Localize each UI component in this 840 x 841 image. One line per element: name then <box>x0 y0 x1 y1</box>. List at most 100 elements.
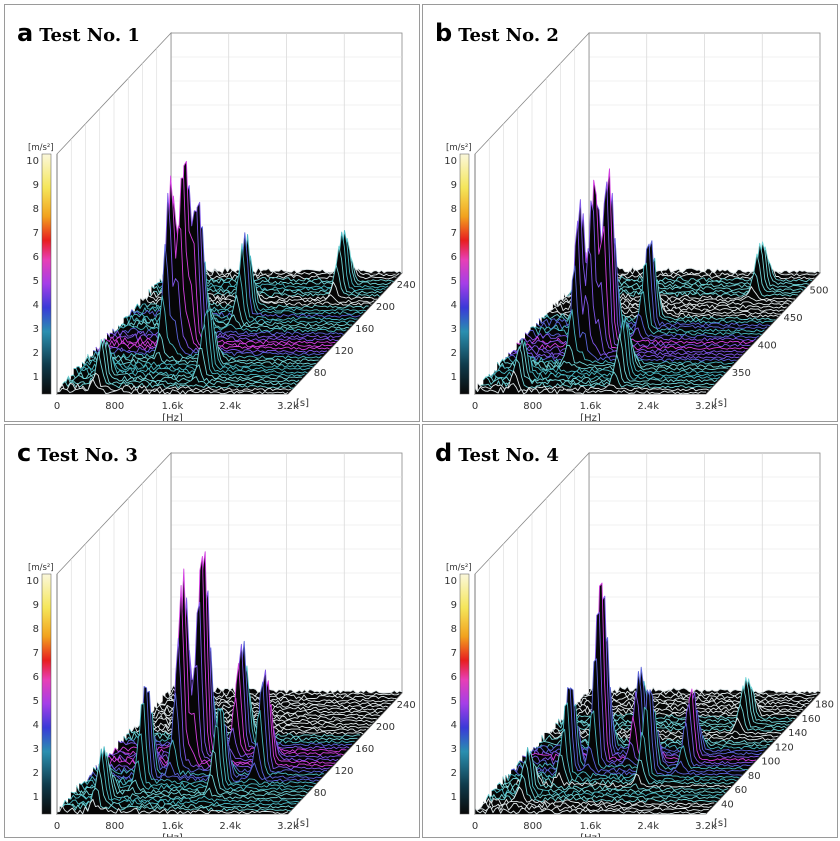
x-tick-label: 0 <box>54 401 60 412</box>
t-tick-label: 240 <box>397 280 416 291</box>
trace-fill <box>530 282 762 335</box>
trace-fill <box>483 786 715 806</box>
spectrum-trace <box>84 702 316 785</box>
trace-fill <box>552 703 784 732</box>
t-tick-label: 200 <box>376 302 395 313</box>
chart-title: Test No. 3 <box>37 445 138 466</box>
trace-fill <box>536 244 768 330</box>
x-tick-label: 800 <box>523 821 542 832</box>
trace-fill <box>500 767 731 788</box>
spectrum-trace <box>59 372 291 392</box>
z-tick-label: 1 <box>451 792 457 803</box>
spectrum-trace <box>494 750 726 794</box>
z-tick-label: 5 <box>33 696 39 707</box>
left-wall-grid <box>474 451 590 816</box>
x-axis-label: [Hz] <box>162 833 183 838</box>
spectrum-trace <box>582 267 815 280</box>
spectrum-trace <box>79 308 311 371</box>
t-tick-label: 80 <box>314 368 327 379</box>
x-axis-label: [Hz] <box>162 413 183 422</box>
z-tick-label: 2 <box>33 768 39 779</box>
spectrum-trace <box>585 268 818 277</box>
color-scale-bar <box>41 153 52 395</box>
trace-fill <box>70 341 302 380</box>
panel-header: a Test No. 1 <box>17 19 140 47</box>
x-axis-label: [Hz] <box>580 413 601 422</box>
z-tick-label: 3 <box>451 324 457 335</box>
trace-fill <box>123 271 355 324</box>
spectrum-trace <box>519 181 751 348</box>
trace-fill <box>475 383 706 394</box>
z-tick-label: 9 <box>33 180 39 191</box>
spectrum-trace <box>494 322 726 374</box>
spectrum-trace <box>480 800 712 809</box>
trace-fill <box>488 761 720 800</box>
z-tick-label: 9 <box>33 600 39 611</box>
z-tick-label: 2 <box>451 348 457 359</box>
t-tick-label: 100 <box>761 757 780 768</box>
chart-panel-b: b Test No. 2 1 2 3 4 5 6 7 8 9 10 [m/s²] 0 800 1.6k 2.… <box>422 4 838 422</box>
color-scale-bar <box>41 573 52 815</box>
trace-fill <box>148 264 380 297</box>
spectrum-trace <box>480 359 712 389</box>
spectrum-trace <box>115 261 347 333</box>
z-tick-label: 6 <box>33 672 39 683</box>
spectrum-trace <box>56 378 289 395</box>
z-tick-label: 4 <box>451 300 457 311</box>
z-tick-label: 7 <box>451 228 457 239</box>
z-tick-label: 1 <box>451 372 457 383</box>
chart-panel-c: c Test No. 3 1 2 3 4 5 6 7 8 9 10 [m/s²] 0 800 1.6k 2.… <box>4 424 420 838</box>
z-tick-label: 6 <box>33 252 39 263</box>
z-tick-label: 3 <box>451 744 457 755</box>
spectrum-trace <box>488 760 721 800</box>
x-tick-label: 800 <box>523 401 542 412</box>
t-axis-label: [s] <box>714 818 727 829</box>
spectrum-trace <box>491 317 723 377</box>
spectrum-trace <box>524 192 757 342</box>
spectrum-traces <box>56 160 403 395</box>
z-unit-label: [m/s²] <box>28 563 54 573</box>
chart-title: Test No. 4 <box>458 445 559 466</box>
x-tick-label: 2.4k <box>219 401 241 412</box>
spectrum-trace <box>522 168 754 345</box>
x-tick-label: 800 <box>105 821 124 832</box>
z-tick-label: 3 <box>33 744 39 755</box>
x-tick-label: 0 <box>54 821 60 832</box>
spectrum-trace <box>73 764 305 797</box>
trace-fill <box>541 258 773 324</box>
waterfall-plot: 1 2 3 4 5 6 7 8 9 10 [m/s²] 0 800 1.6k 2.4k 3.2k [Hz] 406… <box>444 451 834 837</box>
trace-fill <box>159 698 391 705</box>
z-tick-label: 6 <box>451 252 457 263</box>
spectrum-trace <box>67 746 300 803</box>
spectrum-trace <box>496 337 729 371</box>
x-tick-label: 1.6k <box>580 401 602 412</box>
z-tick-label: 5 <box>451 276 457 287</box>
t-tick-label: 500 <box>809 286 828 297</box>
spectrum-trace <box>474 805 707 815</box>
z-tick-label: 7 <box>33 648 39 659</box>
x-tick-label: 3.2k <box>277 401 299 412</box>
chart-title: Test No. 2 <box>458 25 559 46</box>
spectrum-trace <box>65 748 297 806</box>
spectrum-traces <box>474 168 821 395</box>
spectrum-trace <box>81 707 314 788</box>
x-tick-label: 3.2k <box>695 401 717 412</box>
trace-fill <box>57 379 288 394</box>
x-tick-label: 3.2k <box>695 821 717 832</box>
z-tick-label: 10 <box>26 156 39 167</box>
t-tick-label: 240 <box>397 700 416 711</box>
z-tick-label: 8 <box>451 204 457 215</box>
spectrum-trace <box>550 717 782 735</box>
spectrum-trace <box>76 309 308 374</box>
t-axis-label: [s] <box>296 818 309 829</box>
chart-panel-a: a Test No. 1 1 2 3 4 5 6 7 8 9 10 [m/s²] 0 800 1.6k 2.… <box>4 4 420 422</box>
t-tick-label: 160 <box>355 324 374 335</box>
x-tick-label: 2.4k <box>637 821 659 832</box>
z-tick-label: 2 <box>33 348 39 359</box>
spectrum-trace <box>544 730 776 741</box>
t-tick-label: 350 <box>732 368 751 379</box>
spectrum-trace <box>76 749 308 794</box>
x-tick-label: 2.4k <box>637 401 659 412</box>
spectrum-trace <box>485 333 718 383</box>
z-unit-label: [m/s²] <box>446 563 472 573</box>
